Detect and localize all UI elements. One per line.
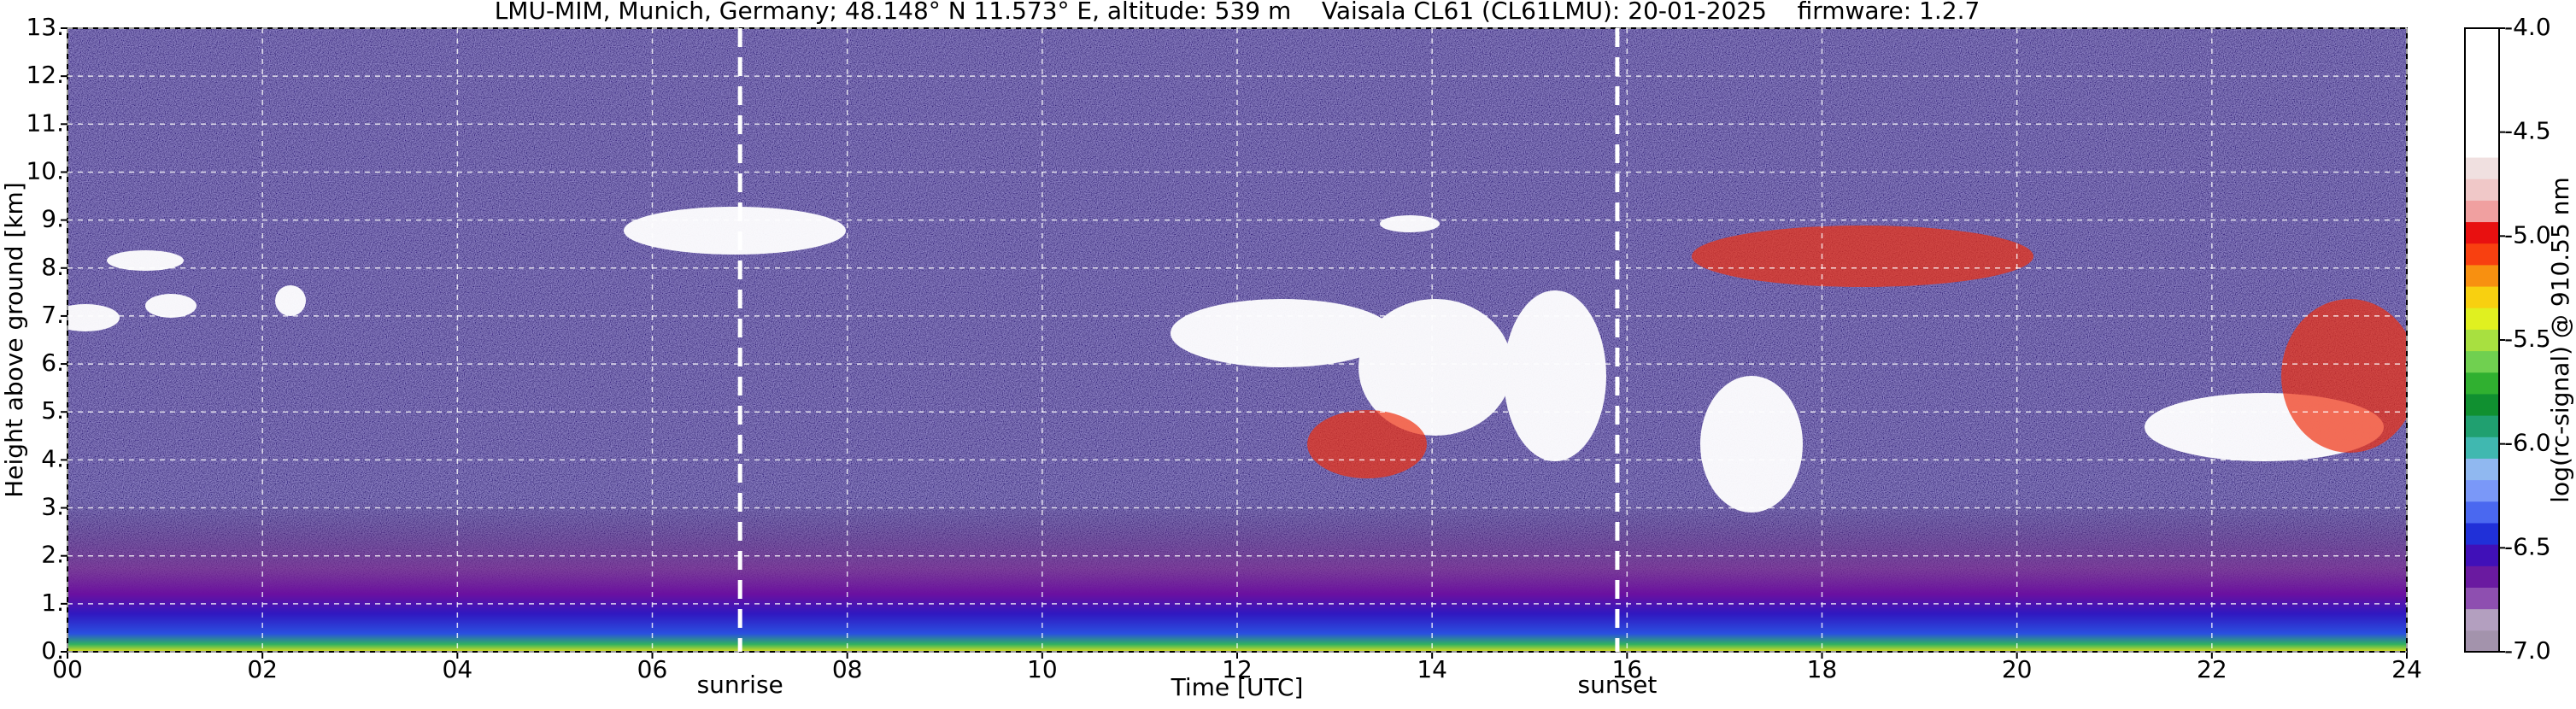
x-tick-label: 06 (637, 655, 668, 683)
y-tick-label: 9. (41, 205, 64, 233)
y-tick-label: 0. (41, 636, 64, 665)
annotation-label: sunset (1577, 671, 1657, 699)
x-tick-label: 00 (52, 655, 83, 683)
colorbar-segment (2465, 264, 2499, 287)
y-tick-label: 6. (41, 349, 64, 377)
colorbar-segment (2465, 28, 2499, 50)
x-tick-label: 08 (832, 655, 863, 683)
colorbar-segment (2465, 243, 2499, 266)
y-tick-label: 2. (41, 541, 64, 569)
colorbar-segment (2465, 415, 2499, 437)
colorbar-segment (2465, 200, 2499, 223)
x-tick-label: 18 (1807, 655, 1838, 683)
colorbar-segment (2465, 71, 2499, 94)
x-tick-label: 24 (2391, 655, 2422, 683)
colorbar-segment (2465, 501, 2499, 524)
colorbar-segment (2465, 157, 2499, 179)
x-tick-label: 22 (2197, 655, 2227, 683)
colorbar-segment (2465, 221, 2499, 244)
colorbar-segment (2465, 393, 2499, 416)
colorbar-tick-label: -6.5 (2504, 532, 2551, 560)
x-tick-label: 10 (1027, 655, 1058, 683)
colorbar-tick-label: -4.5 (2504, 117, 2551, 145)
chart-title: LMU-MIM, Munich, Germany; 48.148° N 11.5… (495, 0, 1980, 25)
x-tick-label: 02 (247, 655, 278, 683)
colorbar-segment (2465, 479, 2499, 502)
x-tick-label: 12 (1222, 655, 1253, 683)
y-tick-label: 3. (41, 493, 64, 521)
colorbar-segment (2465, 308, 2499, 330)
y-tick-label: 13. (26, 13, 64, 41)
x-tick-label: 20 (2002, 655, 2033, 683)
x-tick-label: 14 (1417, 655, 1447, 683)
colorbar-segment (2465, 179, 2499, 201)
colorbar-tick-label: -5.5 (2504, 325, 2551, 353)
colorbar-tick-label: -7.0 (2504, 636, 2551, 665)
y-tick-label: 1. (41, 589, 64, 617)
colorbar-segment (2465, 437, 2499, 459)
y-tick-label: 7. (41, 301, 64, 329)
x-tick-label: 04 (443, 655, 473, 683)
colorbar-segment (2465, 92, 2499, 115)
colorbar-segment (2465, 544, 2499, 566)
colorbar-segment (2465, 329, 2499, 352)
colorbar-segment (2465, 286, 2499, 308)
colorbar-segment (2465, 608, 2499, 631)
y-tick-label: 4. (41, 444, 64, 472)
y-tick-label: 10. (26, 156, 64, 185)
x-axis-label: Time [UTC] (1171, 673, 1304, 701)
colorbar-segment (2465, 458, 2499, 481)
signal-raster (67, 28, 2407, 652)
y-tick-label: 8. (41, 253, 64, 281)
colorbar-tick-label: -6.0 (2504, 429, 2551, 457)
colorbar-tick-label: -4.0 (2504, 13, 2551, 41)
colorbar-segment (2465, 565, 2499, 588)
x-tick-label: 16 (1612, 655, 1643, 683)
colorbar-segment (2465, 630, 2499, 653)
y-tick-label: 11. (26, 108, 64, 137)
colorbar-segment (2465, 522, 2499, 545)
y-tick-label: 12. (26, 61, 64, 89)
colorbar-segment (2465, 135, 2499, 158)
y-axis-label: Height above ground [km] (0, 182, 28, 498)
colorbar-segment (2465, 350, 2499, 373)
y-tick-label: 5. (41, 396, 64, 425)
colorbar-label: log(rc-signal) @ 910.55 nm (2546, 177, 2574, 502)
annotation-label: sunrise (697, 671, 783, 699)
colorbar-segment (2465, 114, 2499, 137)
colorbar-segment (2465, 50, 2499, 72)
colorbar-tick-label: -5.0 (2504, 220, 2551, 249)
colorbar-segment (2465, 587, 2499, 610)
colorbar-segment (2465, 372, 2499, 395)
